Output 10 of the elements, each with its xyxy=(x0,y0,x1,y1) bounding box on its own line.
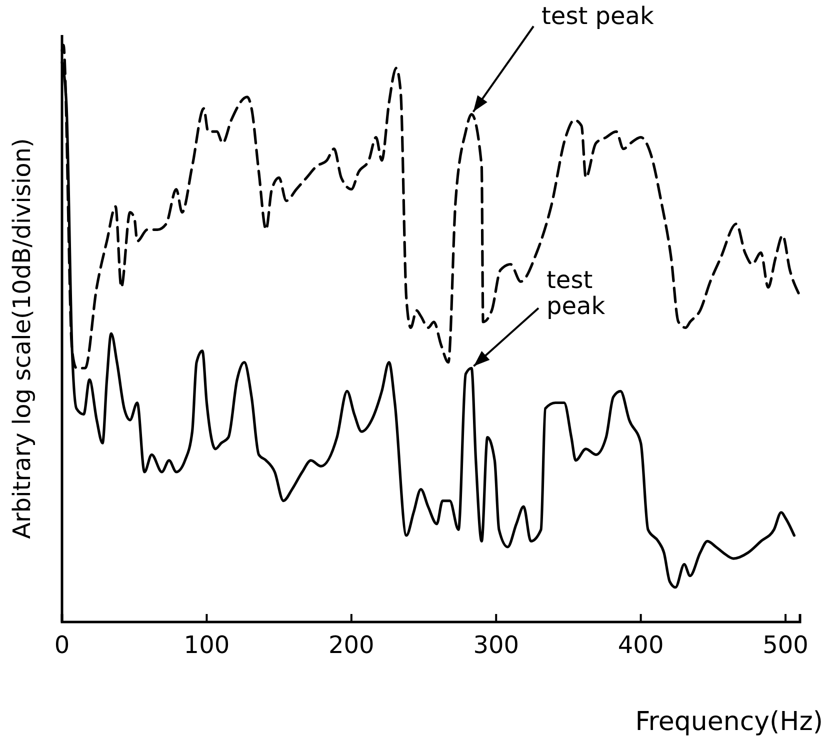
annotation: test peak xyxy=(542,2,654,30)
annotation: test peak xyxy=(546,266,606,320)
x-tick-label: 200 xyxy=(328,631,374,660)
x-tick-label: 0 xyxy=(54,631,70,660)
y-axis-title: Arbitrary log scale(10dB/division) xyxy=(8,138,36,539)
x-tick-label: 400 xyxy=(618,631,664,660)
x-axis-title: Frequency(Hz) xyxy=(635,707,823,737)
x-tick-label: 100 xyxy=(184,631,230,660)
x-tick-label: 500 xyxy=(762,631,808,660)
x-tick-label: 300 xyxy=(473,631,520,660)
